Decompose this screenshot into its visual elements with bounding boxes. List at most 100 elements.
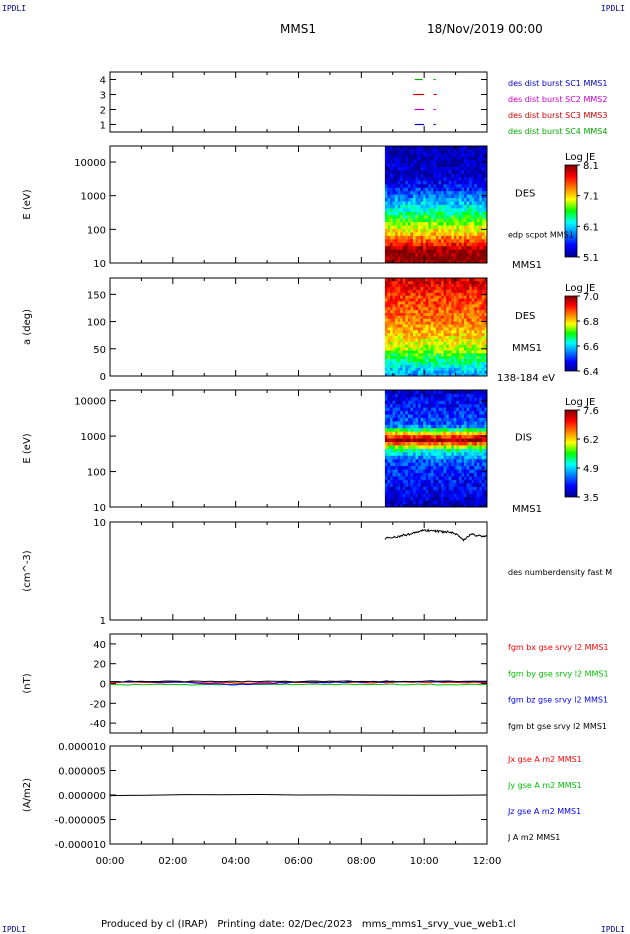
spectrogram-cell — [425, 225, 429, 229]
spectrogram-cell — [464, 259, 467, 264]
spectrogram-cell — [390, 350, 393, 354]
spectrogram-cell — [415, 503, 419, 508]
spectrogram-cell — [464, 403, 467, 408]
spectrogram-cell — [479, 455, 483, 460]
spectrogram-cell — [423, 163, 427, 168]
spectrogram-cell — [443, 156, 447, 161]
spectrogram-cell — [423, 486, 427, 491]
spectrogram-cell — [443, 410, 447, 415]
spectrogram-cell — [423, 448, 427, 453]
spectrogram-cell — [395, 420, 399, 425]
spectrogram-cell — [474, 318, 478, 322]
spectrogram-cell — [400, 424, 404, 429]
spectrogram-cell — [395, 197, 399, 202]
spectrogram-cell — [402, 214, 406, 219]
spectrogram-cell — [400, 427, 404, 432]
spectrogram-cell — [464, 341, 467, 345]
spectrogram-cell — [410, 315, 414, 319]
spectrogram-cell — [441, 292, 444, 296]
y-tick-label: 10 — [93, 503, 106, 514]
spectrogram-cell — [443, 476, 447, 480]
spectrogram-cell — [481, 235, 485, 240]
spectrogram-cell — [400, 329, 404, 334]
spectrogram-cell — [384, 445, 388, 449]
spectrogram-cell — [451, 166, 455, 171]
spectrogram-cell — [448, 407, 452, 412]
spectrogram-cell — [420, 204, 424, 209]
spectrogram-cell — [415, 156, 419, 161]
spectrogram-cell — [423, 187, 427, 192]
spectrogram-cell — [423, 329, 427, 334]
spectrogram-cell — [430, 252, 434, 257]
spectrogram-cell — [384, 324, 388, 328]
spectrogram-cell — [466, 407, 470, 412]
spectrogram-cell — [484, 403, 488, 408]
spectrogram-cell — [420, 347, 424, 351]
spectrogram-cell — [456, 218, 460, 223]
spectrogram-cell — [479, 327, 483, 331]
spectrogram-cell — [469, 410, 473, 415]
spectrogram-cell — [402, 286, 406, 290]
spectrogram-cell — [412, 245, 416, 250]
spectrogram-cell — [456, 347, 460, 351]
x-tick-label: 02:00 — [158, 856, 187, 867]
spectrogram-cell — [474, 170, 478, 174]
spectrogram-cell — [438, 146, 442, 150]
spectrogram-cell — [474, 232, 478, 236]
spectrogram-cell — [390, 364, 393, 368]
spectrogram-cell — [433, 431, 437, 436]
spectrogram-cell — [433, 493, 437, 498]
spectrogram-cell — [402, 347, 406, 351]
spectrogram-cell — [476, 458, 480, 463]
spectrogram-cell — [400, 190, 404, 195]
spectrogram-cell — [446, 445, 450, 449]
spectrogram-cell — [479, 232, 483, 236]
spectrogram-cell — [415, 245, 419, 250]
spectrogram-cell — [412, 201, 416, 205]
spectrogram-cell — [451, 329, 455, 334]
spectrogram-cell — [425, 146, 429, 150]
spectrogram-cell — [397, 373, 401, 377]
spectrogram-cell — [410, 451, 414, 456]
spectrogram-cell — [453, 201, 457, 205]
spectrogram-cell — [407, 201, 411, 205]
spectrogram-cell — [456, 324, 460, 328]
spectrogram-cell — [453, 410, 457, 415]
spectrogram-cell — [400, 496, 404, 501]
spectrogram-cell — [476, 476, 480, 480]
spectrogram-cell — [405, 370, 409, 374]
spectrogram-cell — [446, 493, 450, 498]
spectrogram-cell — [410, 249, 414, 254]
spectrogram-cell — [400, 256, 404, 260]
spectrogram-cell — [392, 327, 396, 331]
spectrogram-cell — [425, 190, 429, 195]
spectrogram-cell — [479, 280, 483, 285]
spectrogram-cell — [435, 438, 439, 443]
spectrogram-cell — [415, 163, 419, 168]
spectrogram-cell — [397, 298, 401, 302]
spectrogram-cell — [405, 503, 409, 508]
spectrogram-cell — [464, 434, 467, 439]
spectrogram-cell — [412, 295, 416, 299]
spectrogram-cell — [390, 207, 393, 212]
spectrogram-cell — [423, 324, 427, 328]
spectrogram-cell — [469, 438, 473, 443]
spectrogram-cell — [458, 301, 462, 305]
spectrogram-cell — [453, 245, 457, 250]
spectrogram-cell — [464, 445, 467, 449]
spectrogram-cell — [458, 225, 462, 229]
spectrogram-cell — [402, 370, 406, 374]
spectrogram-cell — [418, 431, 422, 436]
spectrogram-cell — [458, 410, 462, 415]
spectrogram-cell — [405, 280, 409, 285]
spectrogram-cell — [430, 400, 434, 405]
spectrogram-cell — [458, 361, 462, 365]
spectrogram-cell — [456, 183, 460, 188]
spectrogram-cell — [384, 476, 388, 480]
spectrogram-cell — [395, 396, 399, 401]
spectrogram-cell — [441, 173, 444, 178]
spectrogram-cell — [430, 218, 434, 223]
spectrogram-cell — [446, 295, 450, 299]
spectrogram-cell — [395, 242, 399, 247]
spectrogram-cell — [428, 427, 432, 432]
